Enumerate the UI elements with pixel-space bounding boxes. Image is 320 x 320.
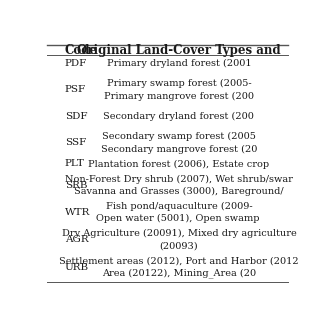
- Text: SRB: SRB: [65, 180, 87, 190]
- Text: Primary mangrove forest (200: Primary mangrove forest (200: [104, 92, 254, 101]
- Text: Primary dryland forest (2001: Primary dryland forest (2001: [107, 59, 251, 68]
- Text: SDF: SDF: [65, 112, 87, 121]
- Text: Savanna and Grasses (3000), Bareground/: Savanna and Grasses (3000), Bareground/: [74, 187, 284, 196]
- Text: (20093): (20093): [160, 241, 198, 251]
- Text: Primary swamp forest (2005-: Primary swamp forest (2005-: [107, 79, 251, 88]
- Text: Fish pond/aquaculture (2009-: Fish pond/aquaculture (2009-: [106, 202, 252, 211]
- Text: PSF: PSF: [65, 85, 86, 94]
- Text: Non-Forest Dry shrub (2007), Wet shrub/swar: Non-Forest Dry shrub (2007), Wet shrub/s…: [65, 174, 293, 183]
- Text: Dry Agriculture (20091), Mixed dry agriculture: Dry Agriculture (20091), Mixed dry agric…: [61, 229, 296, 238]
- Text: Secondary swamp forest (2005: Secondary swamp forest (2005: [102, 132, 256, 141]
- Text: SSF: SSF: [65, 138, 86, 147]
- Text: Secondary mangrove forest (20: Secondary mangrove forest (20: [101, 144, 257, 154]
- Text: Secondary dryland forest (200: Secondary dryland forest (200: [103, 112, 254, 121]
- Text: URB: URB: [65, 262, 89, 272]
- Text: AGR: AGR: [65, 235, 88, 244]
- Text: Area (20122), Mining_Area (20: Area (20122), Mining_Area (20: [102, 268, 256, 278]
- Text: Settlement areas (2012), Port and Harbor (2012: Settlement areas (2012), Port and Harbor…: [59, 256, 299, 265]
- Text: WTR: WTR: [65, 208, 90, 217]
- Text: Plantation forest (2006), Estate crop: Plantation forest (2006), Estate crop: [88, 159, 269, 169]
- Text: Original Land-Cover Types and: Original Land-Cover Types and: [77, 44, 281, 57]
- Text: Code: Code: [65, 44, 98, 57]
- Text: Open water (5001), Open swamp: Open water (5001), Open swamp: [96, 214, 262, 223]
- Text: PDF: PDF: [65, 59, 87, 68]
- Text: PLT: PLT: [65, 159, 85, 168]
